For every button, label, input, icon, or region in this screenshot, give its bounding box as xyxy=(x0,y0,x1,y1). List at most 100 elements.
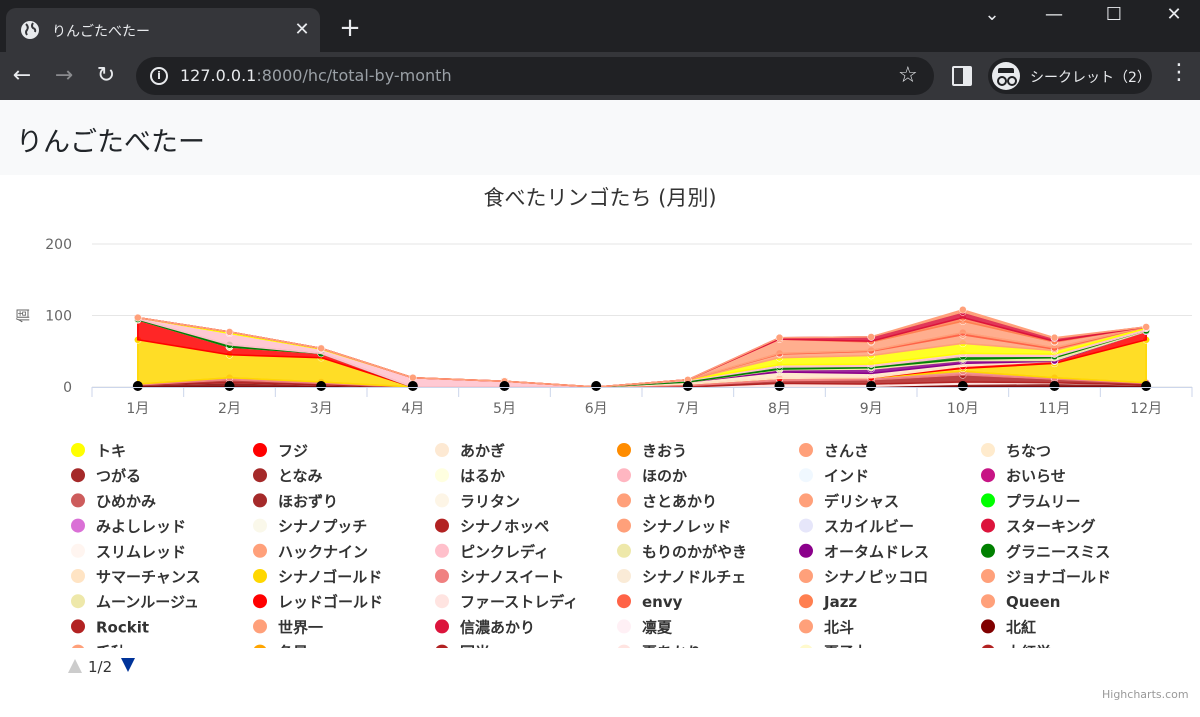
legend-marker[interactable] xyxy=(435,619,449,634)
legend-item-label[interactable]: スリムレッド xyxy=(96,543,186,561)
legend-marker[interactable] xyxy=(617,518,631,533)
legend-item-label[interactable]: シナノプッチ xyxy=(278,518,367,536)
legend-marker[interactable] xyxy=(799,443,813,457)
legend-item-label[interactable]: インド xyxy=(824,467,869,485)
legend-marker[interactable] xyxy=(617,443,631,457)
legend-marker[interactable] xyxy=(253,569,267,583)
legend-item-label[interactable]: 信濃あかり xyxy=(460,618,535,636)
legend-item-label[interactable]: ラリタン xyxy=(460,492,520,510)
legend-item-label[interactable]: シナノピッコロ xyxy=(824,568,928,586)
legend-marker[interactable] xyxy=(253,518,267,533)
legend-item-label[interactable]: さんさ xyxy=(824,442,869,460)
window-close-icon[interactable]: ✕ xyxy=(1166,4,1182,25)
highcharts-credits-link[interactable]: Highcharts.com xyxy=(1102,688,1189,701)
legend-item-label[interactable]: デリシャス xyxy=(824,492,899,510)
browser-tab[interactable]: りんごたべたー ✕ xyxy=(6,8,320,52)
legend-item-label[interactable]: Rockit xyxy=(96,618,149,636)
legend-item-label[interactable]: もりのかがやき xyxy=(642,543,747,561)
baseline-marker[interactable] xyxy=(1141,381,1152,391)
legend-marker[interactable] xyxy=(799,518,813,533)
legend-marker[interactable] xyxy=(435,543,449,558)
legend-item-label[interactable]: ちなつ xyxy=(1006,442,1051,460)
legend-marker[interactable] xyxy=(799,468,813,483)
legend-item-label[interactable]: 北斗 xyxy=(824,618,854,636)
legend-marker[interactable] xyxy=(253,468,267,483)
legend-marker[interactable] xyxy=(617,644,631,659)
address-bar[interactable]: i 127.0.0.1:8000/hc/total-by-month ☆ xyxy=(136,57,934,95)
legend-item-label[interactable]: 千秋 xyxy=(96,644,127,662)
data-point[interactable] xyxy=(775,333,784,342)
data-point[interactable] xyxy=(1142,323,1150,331)
legend-marker[interactable] xyxy=(253,644,267,659)
legend-item-label[interactable]: envy xyxy=(642,593,683,611)
legend-marker[interactable] xyxy=(617,569,631,583)
legend-item-label[interactable]: はるか xyxy=(460,467,505,485)
legend-item-label[interactable]: 世界一 xyxy=(278,618,323,636)
legend-marker[interactable] xyxy=(981,644,995,659)
legend-item-label[interactable]: レッドゴールド xyxy=(278,593,383,611)
legend-marker[interactable] xyxy=(799,569,813,583)
legend-item-label[interactable]: オータムドレス xyxy=(824,543,929,561)
baseline-marker[interactable] xyxy=(499,381,510,391)
tab-close-icon[interactable]: ✕ xyxy=(294,19,310,40)
legend-marker[interactable] xyxy=(617,594,631,609)
legend-marker[interactable] xyxy=(435,594,449,609)
legend-marker[interactable] xyxy=(617,493,631,508)
legend-marker[interactable] xyxy=(799,644,813,659)
legend-item-label[interactable]: サマーチャンス xyxy=(96,568,201,586)
url-text[interactable]: 127.0.0.1:8000/hc/total-by-month xyxy=(180,66,452,85)
side-panel-icon[interactable] xyxy=(952,66,972,86)
maximize-icon[interactable]: ☐ xyxy=(1105,4,1123,25)
legend-marker[interactable] xyxy=(435,644,449,659)
legend-marker[interactable] xyxy=(71,518,85,533)
legend-marker[interactable] xyxy=(981,518,995,533)
reload-icon[interactable]: ↻ xyxy=(96,63,116,88)
legend-marker[interactable] xyxy=(435,493,449,508)
data-point[interactable] xyxy=(225,328,234,336)
legend-item-label[interactable]: フジ xyxy=(278,442,308,460)
new-tab-icon[interactable]: + xyxy=(339,13,361,43)
legend-item-label[interactable]: ほおずり xyxy=(278,492,338,510)
data-point[interactable] xyxy=(959,306,967,314)
legend-marker[interactable] xyxy=(71,468,85,483)
legend-item-label[interactable]: ピンクレディ xyxy=(460,543,549,561)
legend-marker[interactable] xyxy=(617,619,631,634)
baseline-marker[interactable] xyxy=(957,381,968,391)
legend-item-label[interactable]: ひめかみ xyxy=(96,492,156,510)
legend-item-label[interactable]: シナノホッペ xyxy=(460,518,549,536)
data-point[interactable] xyxy=(409,373,417,382)
legend-item-label[interactable]: 夏子丸 xyxy=(823,644,870,662)
legend-marker[interactable] xyxy=(253,493,267,508)
legend-item-label[interactable]: Jazz xyxy=(823,593,857,611)
legend-item-label[interactable]: シナノレッド xyxy=(642,518,731,536)
baseline-marker[interactable] xyxy=(316,381,327,391)
legend-marker[interactable] xyxy=(981,443,995,457)
legend-item-label[interactable]: あかぎ xyxy=(460,442,505,460)
baseline-marker[interactable] xyxy=(132,381,143,391)
legend-item-label[interactable]: スターキング xyxy=(1006,518,1096,536)
legend-marker[interactable] xyxy=(435,569,449,583)
legend-item-label[interactable]: ジョナゴールド xyxy=(1006,568,1111,586)
site-info-icon[interactable]: i xyxy=(150,67,168,85)
baseline-marker[interactable] xyxy=(774,381,785,391)
legend-marker[interactable] xyxy=(253,594,267,609)
legend-marker[interactable] xyxy=(799,493,813,508)
legend-marker[interactable] xyxy=(71,594,85,609)
legend-marker[interactable] xyxy=(71,569,85,583)
legend-marker[interactable] xyxy=(981,543,995,558)
legend-marker[interactable] xyxy=(799,619,813,634)
legend-item-label[interactable]: スカイルビー xyxy=(824,518,914,536)
data-point[interactable] xyxy=(317,344,325,353)
data-point[interactable] xyxy=(1050,333,1059,342)
legend-item-label[interactable]: ファーストレディ xyxy=(460,593,578,611)
legend-item-label[interactable]: トキ xyxy=(96,442,126,460)
legend-item-label[interactable]: さとあかり xyxy=(642,492,717,510)
legend-item-label[interactable]: ムーンルージュ xyxy=(96,593,199,611)
legend-marker[interactable] xyxy=(253,543,267,558)
legend-prev-arrow-icon[interactable] xyxy=(68,659,82,673)
legend-marker[interactable] xyxy=(981,493,995,508)
incognito-profile-button[interactable]: シークレット（2） xyxy=(988,58,1152,94)
data-point[interactable] xyxy=(867,333,875,341)
legend-item-label[interactable]: 北紅 xyxy=(1006,618,1036,636)
legend-marker[interactable] xyxy=(981,569,995,583)
